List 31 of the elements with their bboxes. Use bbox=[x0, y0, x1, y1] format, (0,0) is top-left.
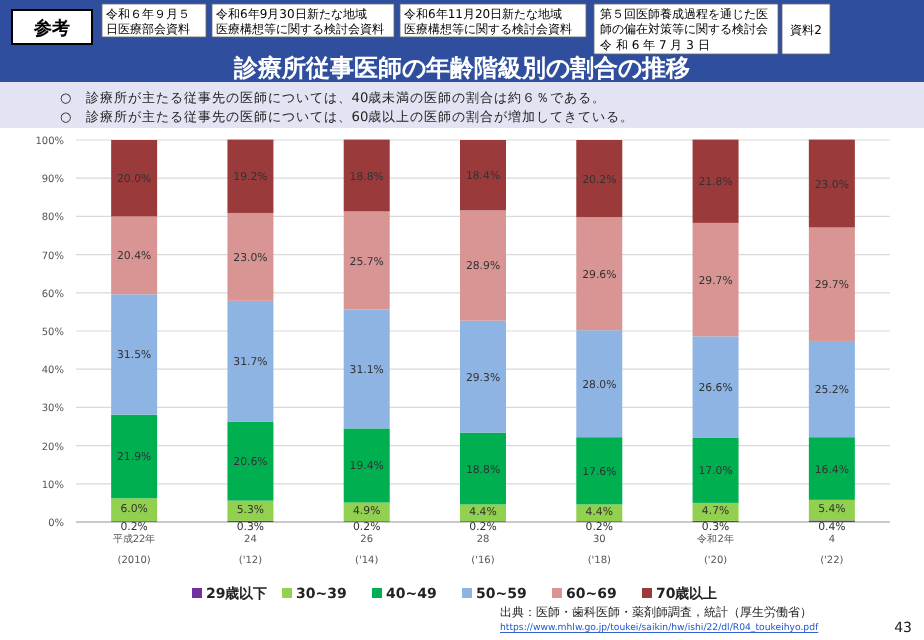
bar bbox=[576, 140, 623, 218]
bar bbox=[808, 340, 855, 438]
bar bbox=[692, 139, 739, 223]
bar bbox=[111, 498, 158, 522]
bar bbox=[808, 227, 855, 341]
bar bbox=[111, 294, 158, 415]
bar bbox=[227, 212, 274, 301]
chart-title: 診療所従事医師の年齢階級別の割合の推移 bbox=[232, 54, 690, 82]
bar bbox=[343, 139, 390, 212]
bar bbox=[227, 421, 274, 501]
bar bbox=[692, 437, 739, 503]
bar bbox=[692, 336, 739, 438]
bar bbox=[343, 428, 390, 503]
bar bbox=[808, 437, 855, 500]
bar bbox=[343, 309, 390, 429]
bar bbox=[460, 320, 506, 433]
bar bbox=[460, 210, 506, 321]
text: 参考 bbox=[32, 18, 70, 40]
bar bbox=[111, 414, 158, 499]
bar bbox=[460, 432, 506, 505]
bar bbox=[808, 139, 855, 228]
bar bbox=[576, 437, 623, 505]
bar bbox=[576, 217, 623, 331]
bar bbox=[227, 139, 274, 213]
bar bbox=[576, 330, 623, 438]
bar bbox=[111, 140, 158, 217]
bar bbox=[460, 140, 506, 211]
bar bbox=[343, 211, 390, 310]
bar bbox=[692, 222, 739, 337]
bar bbox=[227, 300, 274, 422]
bar bbox=[111, 216, 158, 295]
